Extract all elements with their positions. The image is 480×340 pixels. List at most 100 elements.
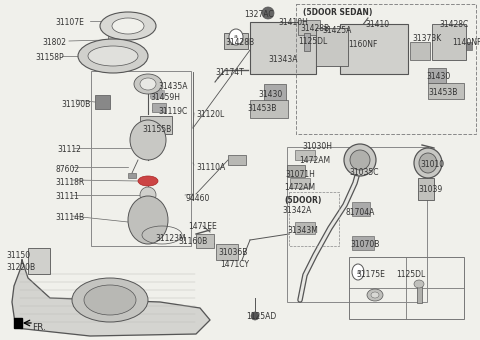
FancyBboxPatch shape bbox=[196, 234, 214, 248]
Ellipse shape bbox=[414, 280, 424, 288]
Ellipse shape bbox=[352, 264, 364, 280]
FancyBboxPatch shape bbox=[316, 28, 348, 66]
Text: 31459H: 31459H bbox=[150, 93, 180, 102]
Text: 31036B: 31036B bbox=[218, 248, 247, 257]
FancyBboxPatch shape bbox=[250, 22, 316, 74]
Text: 31428B: 31428B bbox=[300, 24, 329, 33]
Text: 87602: 87602 bbox=[55, 165, 79, 174]
Text: a: a bbox=[234, 34, 238, 39]
Text: 31035C: 31035C bbox=[349, 168, 379, 177]
FancyBboxPatch shape bbox=[150, 90, 164, 98]
Text: 31428C: 31428C bbox=[439, 20, 468, 29]
Text: 31343M: 31343M bbox=[287, 226, 318, 235]
Text: 1125AD: 1125AD bbox=[246, 312, 276, 321]
Ellipse shape bbox=[371, 292, 379, 298]
Ellipse shape bbox=[100, 12, 156, 40]
FancyBboxPatch shape bbox=[287, 165, 305, 177]
FancyBboxPatch shape bbox=[295, 150, 315, 160]
Ellipse shape bbox=[414, 148, 442, 178]
Text: 31175E: 31175E bbox=[356, 270, 385, 279]
FancyBboxPatch shape bbox=[428, 68, 446, 83]
Ellipse shape bbox=[350, 150, 370, 170]
Ellipse shape bbox=[262, 7, 274, 19]
Ellipse shape bbox=[84, 285, 136, 315]
FancyBboxPatch shape bbox=[417, 285, 422, 303]
Ellipse shape bbox=[72, 278, 148, 322]
FancyBboxPatch shape bbox=[228, 155, 246, 165]
FancyBboxPatch shape bbox=[298, 20, 320, 35]
FancyBboxPatch shape bbox=[352, 202, 370, 216]
Text: (5DOOR): (5DOOR) bbox=[284, 196, 322, 205]
FancyBboxPatch shape bbox=[295, 222, 315, 234]
FancyBboxPatch shape bbox=[216, 244, 238, 260]
FancyBboxPatch shape bbox=[418, 178, 434, 200]
FancyBboxPatch shape bbox=[304, 33, 310, 51]
FancyBboxPatch shape bbox=[340, 24, 408, 74]
FancyBboxPatch shape bbox=[152, 103, 166, 112]
FancyBboxPatch shape bbox=[432, 24, 466, 60]
FancyBboxPatch shape bbox=[352, 236, 374, 250]
Text: 31435A: 31435A bbox=[158, 82, 188, 91]
Text: 81704A: 81704A bbox=[345, 208, 374, 217]
FancyBboxPatch shape bbox=[140, 116, 172, 134]
Text: 31112: 31112 bbox=[57, 145, 81, 154]
Text: 1472AM: 1472AM bbox=[284, 183, 315, 192]
FancyBboxPatch shape bbox=[95, 95, 110, 109]
Text: 31453B: 31453B bbox=[247, 104, 276, 113]
Text: 31410: 31410 bbox=[365, 20, 389, 29]
Ellipse shape bbox=[130, 120, 166, 160]
FancyBboxPatch shape bbox=[108, 34, 120, 42]
Text: 31010: 31010 bbox=[420, 160, 444, 169]
Text: 31343A: 31343A bbox=[268, 55, 298, 64]
FancyBboxPatch shape bbox=[365, 40, 377, 50]
Text: 1471EE: 1471EE bbox=[188, 222, 217, 231]
Ellipse shape bbox=[138, 176, 158, 186]
Polygon shape bbox=[12, 260, 210, 336]
Text: 31174T: 31174T bbox=[215, 68, 244, 77]
Ellipse shape bbox=[344, 144, 376, 176]
FancyBboxPatch shape bbox=[224, 33, 248, 49]
Text: a: a bbox=[356, 270, 360, 274]
FancyBboxPatch shape bbox=[352, 28, 368, 46]
Text: 31119C: 31119C bbox=[158, 107, 187, 116]
Text: 31070B: 31070B bbox=[350, 240, 379, 249]
Text: 1125DL: 1125DL bbox=[396, 270, 425, 279]
Ellipse shape bbox=[367, 289, 383, 301]
Text: 94460: 94460 bbox=[186, 194, 210, 203]
Text: 31114B: 31114B bbox=[55, 213, 84, 222]
Ellipse shape bbox=[140, 187, 156, 203]
Ellipse shape bbox=[78, 39, 148, 73]
Text: 31110A: 31110A bbox=[196, 163, 225, 172]
Text: 31150: 31150 bbox=[6, 251, 30, 260]
Text: 31071H: 31071H bbox=[285, 170, 315, 179]
Text: 31430: 31430 bbox=[258, 90, 282, 99]
FancyBboxPatch shape bbox=[28, 248, 50, 274]
Ellipse shape bbox=[112, 18, 144, 34]
Text: (5DOOR SEDAN): (5DOOR SEDAN) bbox=[303, 8, 372, 17]
Text: 31123M: 31123M bbox=[155, 234, 186, 243]
FancyBboxPatch shape bbox=[250, 100, 288, 118]
Text: 1140NF: 1140NF bbox=[452, 38, 480, 47]
Text: 1160NF: 1160NF bbox=[348, 40, 377, 49]
FancyBboxPatch shape bbox=[290, 178, 310, 188]
Text: 31220B: 31220B bbox=[6, 263, 35, 272]
FancyBboxPatch shape bbox=[428, 83, 464, 99]
FancyBboxPatch shape bbox=[128, 173, 136, 178]
Text: 31160B: 31160B bbox=[178, 237, 207, 246]
FancyBboxPatch shape bbox=[410, 42, 430, 60]
Text: 31342A: 31342A bbox=[282, 206, 312, 215]
Ellipse shape bbox=[229, 29, 243, 45]
Text: 31428B: 31428B bbox=[225, 38, 254, 47]
Text: 1471CY: 1471CY bbox=[220, 260, 249, 269]
Text: 31190B: 31190B bbox=[61, 100, 90, 109]
Text: FR.: FR. bbox=[32, 323, 46, 332]
Text: 1125DL: 1125DL bbox=[298, 37, 327, 46]
Text: 31118R: 31118R bbox=[55, 178, 84, 187]
Ellipse shape bbox=[88, 46, 138, 66]
Text: 31430: 31430 bbox=[426, 72, 450, 81]
Text: 31158P: 31158P bbox=[35, 53, 64, 62]
Ellipse shape bbox=[251, 312, 259, 320]
Ellipse shape bbox=[134, 74, 162, 94]
FancyBboxPatch shape bbox=[462, 42, 472, 50]
Text: 31039: 31039 bbox=[418, 185, 442, 194]
